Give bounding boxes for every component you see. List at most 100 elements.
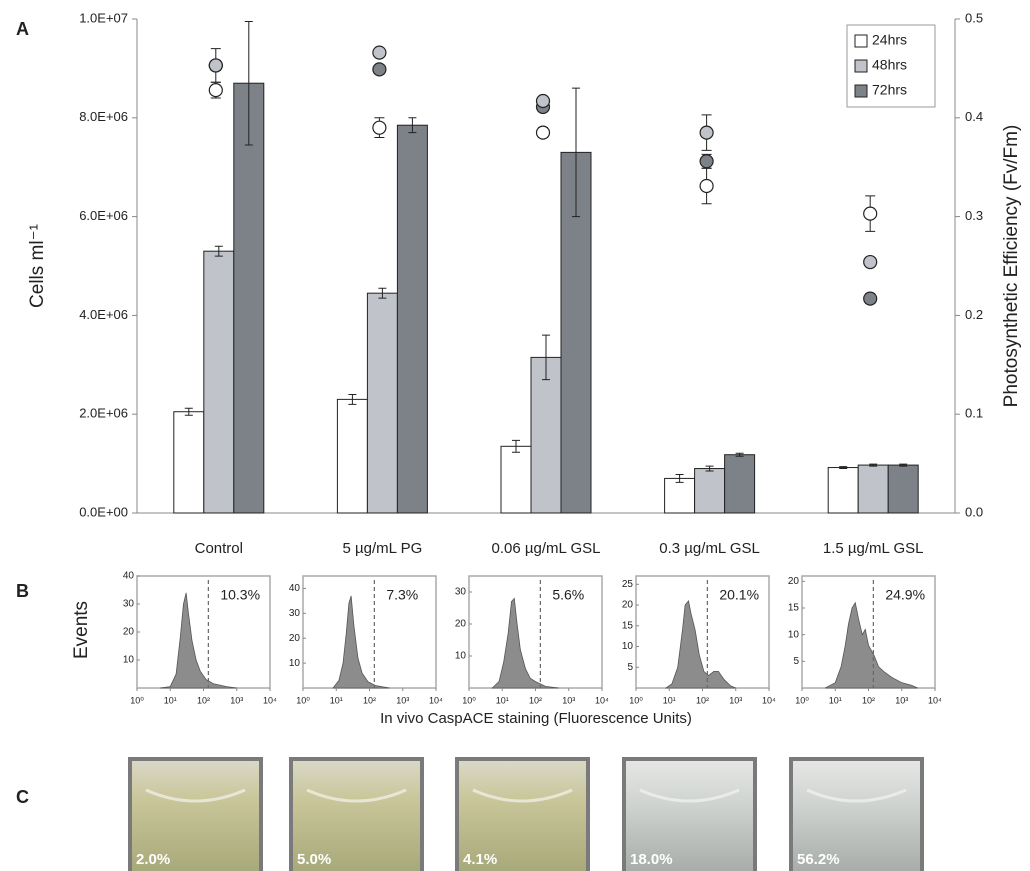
efficiency-point (209, 84, 222, 97)
y-tick-label: 15 (622, 620, 634, 631)
gate-percent: 10.3% (220, 587, 260, 603)
x-tick-label: 10⁰ (296, 695, 310, 705)
efficiency-point (537, 95, 550, 108)
bar (204, 251, 234, 513)
efficiency-point (373, 121, 386, 134)
gate-percent: 24.9% (885, 587, 925, 603)
y2-tick-label: 0.5 (965, 10, 983, 25)
efficiency-point (373, 63, 386, 76)
y-tick-label: 0.0E+00 (79, 504, 128, 519)
efficiency-point (700, 126, 713, 139)
legend-label: 48hrs (872, 57, 907, 73)
y-tick-label: 40 (289, 583, 301, 594)
y-tick-label: 10 (788, 629, 800, 640)
x-tick-label: 10⁴ (928, 695, 942, 705)
legend-swatch (855, 35, 867, 47)
x-tick-label: 5 µg/mL PG (343, 540, 423, 557)
bar (337, 399, 367, 513)
x-tick-label: 1.5 µg/mL GSL (823, 540, 924, 557)
photo-label: 18.0% (630, 851, 673, 868)
efficiency-point (864, 292, 877, 305)
x-tick-label: 10⁴ (762, 695, 776, 705)
y-tick-label: 30 (455, 587, 467, 598)
x-tick-label: 10³ (396, 695, 409, 705)
y-tick-label: 25 (622, 579, 634, 590)
x-tick-label: 10³ (562, 695, 575, 705)
y-tick-label: 20 (622, 600, 634, 611)
efficiency-point (700, 179, 713, 192)
y-tick-label: 20 (123, 627, 135, 638)
legend-swatch (855, 85, 867, 97)
efficiency-point (864, 256, 877, 269)
x-tick-label: 10¹ (496, 695, 509, 705)
figure: A B C Cells ml⁻¹ Photosynthetic Efficien… (0, 0, 1030, 871)
y-tick-label: 8.0E+06 (79, 109, 128, 124)
bar (828, 468, 858, 513)
photo-label: 2.0% (136, 851, 170, 868)
panel-label: A (16, 19, 29, 39)
bar (665, 478, 695, 513)
x-tick-label: 10² (696, 695, 709, 705)
bar (234, 83, 264, 513)
x-tick-label: 10² (862, 695, 875, 705)
bar (501, 446, 531, 513)
photo-label: 5.0% (297, 851, 331, 868)
x-tick-label: Control (195, 540, 243, 557)
y-tick-label: 40 (123, 571, 135, 582)
y-tick-label: 30 (123, 599, 135, 610)
panel-label: B (16, 581, 29, 601)
x-tick-label: 10⁰ (462, 695, 476, 705)
photo-label: 4.1% (463, 851, 497, 868)
x-tick-label: 10² (197, 695, 210, 705)
x-tick-label: 10³ (895, 695, 908, 705)
bar (397, 125, 427, 513)
bar (367, 293, 397, 513)
x-tick-label: 10⁰ (629, 695, 643, 705)
legend-swatch (855, 60, 867, 72)
bar (888, 465, 918, 513)
y-tick-label: 4.0E+06 (79, 307, 128, 322)
y-tick-label: 1.0E+07 (79, 10, 128, 25)
x-tick-label: 10³ (230, 695, 243, 705)
x-tick-label: 10⁴ (263, 695, 277, 705)
x-tick-label: 10⁰ (795, 695, 809, 705)
x-tick-label: 10¹ (829, 695, 842, 705)
x-tick-label: 10³ (729, 695, 742, 705)
x-tick-label: 10¹ (164, 695, 177, 705)
bar (174, 412, 204, 513)
x-tick-label: 10⁴ (429, 695, 443, 705)
x-tick-label: 10² (363, 695, 376, 705)
bar (858, 465, 888, 513)
efficiency-point (700, 155, 713, 168)
bar (695, 469, 725, 513)
y-tick-label: 5 (627, 662, 633, 673)
efficiency-point (864, 207, 877, 220)
x-axis-label: In vivo CaspACE staining (Fluorescence U… (380, 710, 692, 727)
y2-tick-label: 0.1 (965, 406, 983, 421)
bar (725, 455, 755, 513)
y-tick-label: 20 (289, 633, 301, 644)
y-tick-label: 20 (455, 619, 467, 630)
y-tick-label: 2.0E+06 (79, 406, 128, 421)
x-tick-label: 10² (529, 695, 542, 705)
y-tick-label: 10 (455, 651, 467, 662)
y-tick-label: 20 (788, 576, 800, 587)
y-tick-label: 30 (289, 608, 301, 619)
bar (531, 357, 561, 513)
legend-label: 24hrs (872, 32, 907, 48)
x-tick-label: 10⁰ (130, 695, 144, 705)
legend-label: 72hrs (872, 82, 907, 98)
gate-percent: 20.1% (719, 587, 759, 603)
x-tick-label: 10⁴ (595, 695, 609, 705)
gate-percent: 7.3% (386, 587, 418, 603)
y2-tick-label: 0.3 (965, 208, 983, 223)
x-tick-label: 0.3 µg/mL GSL (659, 540, 760, 557)
y-tick-label: 10 (123, 655, 135, 666)
y-tick-label: 5 (793, 656, 799, 667)
efficiency-point (537, 126, 550, 139)
y2-axis-label: Photosynthetic Efficiency (Fv/Fm) (1001, 125, 1022, 408)
efficiency-point (209, 59, 222, 72)
panel-label: C (16, 787, 29, 807)
efficiency-point (373, 46, 386, 59)
y-tick-label: 10 (289, 658, 301, 669)
